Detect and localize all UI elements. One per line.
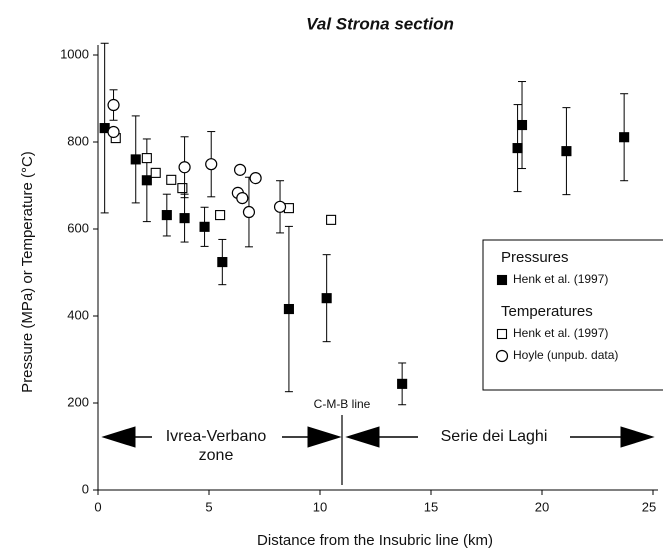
point [166, 174, 177, 185]
point [512, 143, 523, 154]
point [215, 210, 226, 221]
point [242, 205, 256, 219]
point [141, 175, 152, 186]
point [619, 132, 630, 143]
x-tick-label: 5 [205, 499, 212, 514]
legend-marker [496, 274, 508, 286]
point [130, 154, 141, 165]
point [199, 221, 210, 232]
chart-title: Val Strona section [306, 14, 454, 33]
zone-arrows [101, 415, 655, 485]
point [217, 257, 228, 268]
point [236, 192, 249, 205]
legend-label: Henk et al. (1997) [513, 326, 608, 340]
point [249, 172, 262, 185]
point [178, 161, 191, 174]
point [141, 153, 152, 164]
legend-marker [496, 328, 508, 340]
point [273, 200, 287, 213]
legend-marker [495, 349, 509, 363]
point [150, 167, 161, 178]
annotation: C-M-B line [314, 397, 371, 411]
y-tick-label: 0 [82, 481, 89, 496]
y-tick-label: 1000 [60, 46, 89, 61]
legend-title: Pressures [501, 249, 569, 266]
point [107, 125, 120, 139]
legend-box [482, 239, 663, 391]
annotation: Ivrea-Verbano [166, 428, 267, 445]
x-tick-label: 0 [94, 499, 101, 514]
point [179, 213, 190, 224]
x-tick-label: 10 [313, 499, 327, 514]
annotation: Serie dei Laghi [441, 428, 548, 445]
point [283, 303, 294, 315]
point [326, 214, 337, 225]
point [107, 98, 120, 112]
y-tick-label: 400 [67, 307, 89, 322]
x-tick-label: 15 [424, 499, 438, 514]
point [177, 183, 188, 194]
x-tick-label: 20 [535, 499, 549, 514]
x-axis-label: Distance from the Insubric line (km) [257, 532, 493, 549]
x-tick-label: 25 [642, 499, 656, 514]
point [561, 146, 572, 157]
legend-title: Temperatures [501, 303, 593, 320]
point [397, 378, 408, 389]
point [205, 158, 218, 171]
legend-label: Hoyle (unpub. data) [513, 348, 618, 362]
point [161, 210, 172, 221]
point [516, 119, 528, 131]
y-tick-label: 200 [67, 394, 89, 409]
y-tick-label: 800 [67, 133, 89, 148]
annotation: zone [199, 447, 234, 464]
point [233, 163, 247, 176]
point [321, 293, 332, 304]
y-tick-label: 600 [67, 220, 89, 235]
legend-label: Henk et al. (1997) [513, 272, 608, 286]
y-axis-label: Pressure (MPa) or Temperature (°C) [19, 151, 36, 393]
